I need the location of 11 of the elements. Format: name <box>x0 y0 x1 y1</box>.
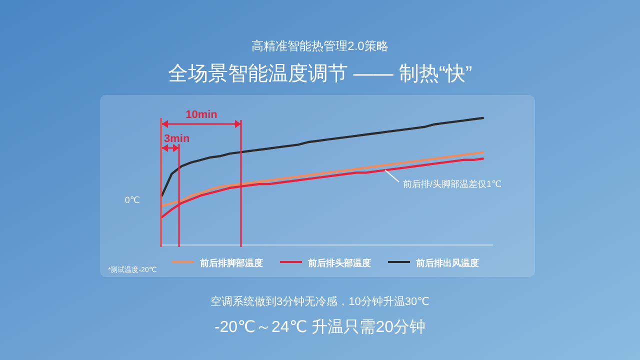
legend-label: 前后排出风温度 <box>415 258 479 268</box>
chart-title: 全场景智能温度调节 —— 制热“快” <box>168 63 472 85</box>
text: -20℃～24℃ 升温只需20分钟 <box>214 318 426 336</box>
annotation: 3min <box>164 133 190 145</box>
annotation: 前后排/头脚部温差仅1℃ <box>403 179 502 189</box>
chart-subtitle: 高精准智能热管理2.0策略 <box>252 39 388 53</box>
legend-label: 前后排脚部温度 <box>199 258 263 268</box>
text: 空调系统做到3分钟无冷感，10分钟升温30℃ <box>210 295 430 308</box>
annotation: 10min <box>186 109 218 121</box>
text: 0℃ <box>124 195 140 205</box>
legend-label: 前后排头部温度 <box>307 258 371 268</box>
